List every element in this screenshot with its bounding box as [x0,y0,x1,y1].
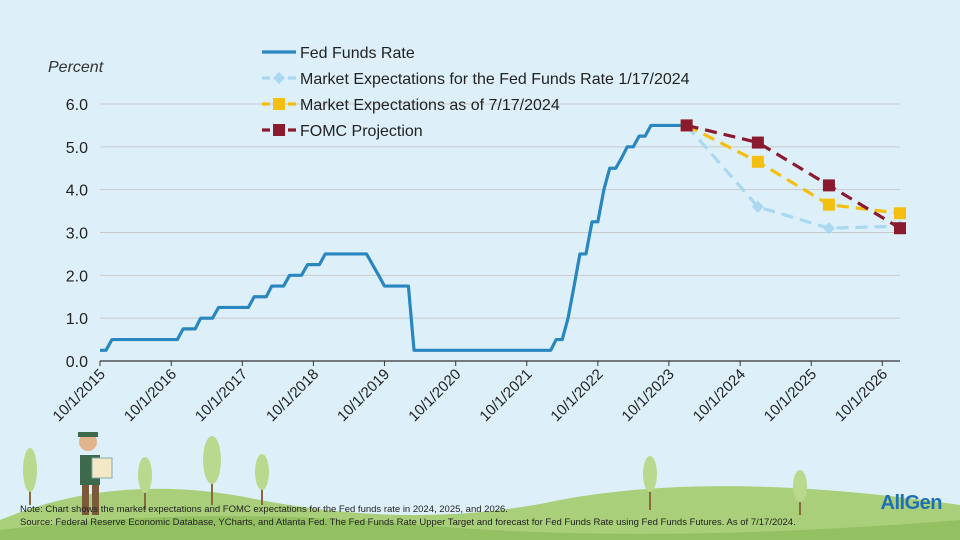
x-tick-label: 10/1/2017 [192,366,251,425]
point-marker [751,136,764,149]
point-marker [751,200,764,213]
legend-label: Market Expectations for the Fed Funds Ra… [300,71,690,88]
x-tick-label: 10/1/2023 [619,366,678,425]
point-marker [894,222,906,235]
y-tick-label: 1.0 [66,311,88,328]
legend-label: FOMC Projection [300,123,423,140]
x-tick-label: 10/1/2021 [476,366,535,425]
x-tick-label: 10/1/2018 [263,366,322,425]
x-tick-label: 10/1/2025 [761,366,820,425]
point-marker [822,179,835,192]
legend-marker [273,124,285,136]
legend-label: Market Expectations as of 7/17/2024 [300,97,560,114]
y-axis-label: Percent [48,59,104,76]
point-marker [822,198,835,211]
footnote: Note: Chart shows the market expectation… [20,504,508,515]
point-marker [751,155,764,168]
logo: AllGen [880,492,943,514]
x-tick-label: 10/1/2024 [690,366,749,425]
plot-area: 0.01.02.03.04.05.06.010/1/2015 10/1/2016 1… [50,97,906,425]
series [100,123,687,352]
x-tick-label: 10/1/2026 [832,366,891,425]
x-tick-label: 10/1/2020 [405,366,464,425]
point-marker [680,119,693,132]
series [680,119,906,235]
y-tick-label: 5.0 [66,140,88,157]
x-tick-label: 10/1/2019 [334,366,393,425]
x-tick-label: 10/1/2015 [50,366,109,425]
y-tick-label: 0.0 [66,354,88,371]
legend-marker [273,98,285,110]
series-line [685,124,901,230]
point-marker [822,222,835,235]
legend-label: Fed Funds Rate [300,45,415,62]
x-tick-label: 10/1/2022 [547,366,606,425]
legend: Fed Funds Rate Market Expectations for th… [262,45,690,140]
y-tick-label: 4.0 [66,183,88,200]
legend-marker [273,72,285,84]
source: Source: Federal Reserve Economic Databas… [20,517,796,528]
hiker [78,432,113,515]
point-marker [894,207,906,220]
series [680,119,906,220]
series [680,119,906,235]
series-line [100,123,687,352]
y-tick-label: 6.0 [66,97,88,114]
series-line [686,123,901,230]
y-tick-label: 2.0 [66,268,88,285]
y-tick-label: 3.0 [66,226,88,243]
landscape [0,432,960,540]
series-line [685,123,901,215]
x-tick-label: 10/1/2016 [121,366,180,425]
